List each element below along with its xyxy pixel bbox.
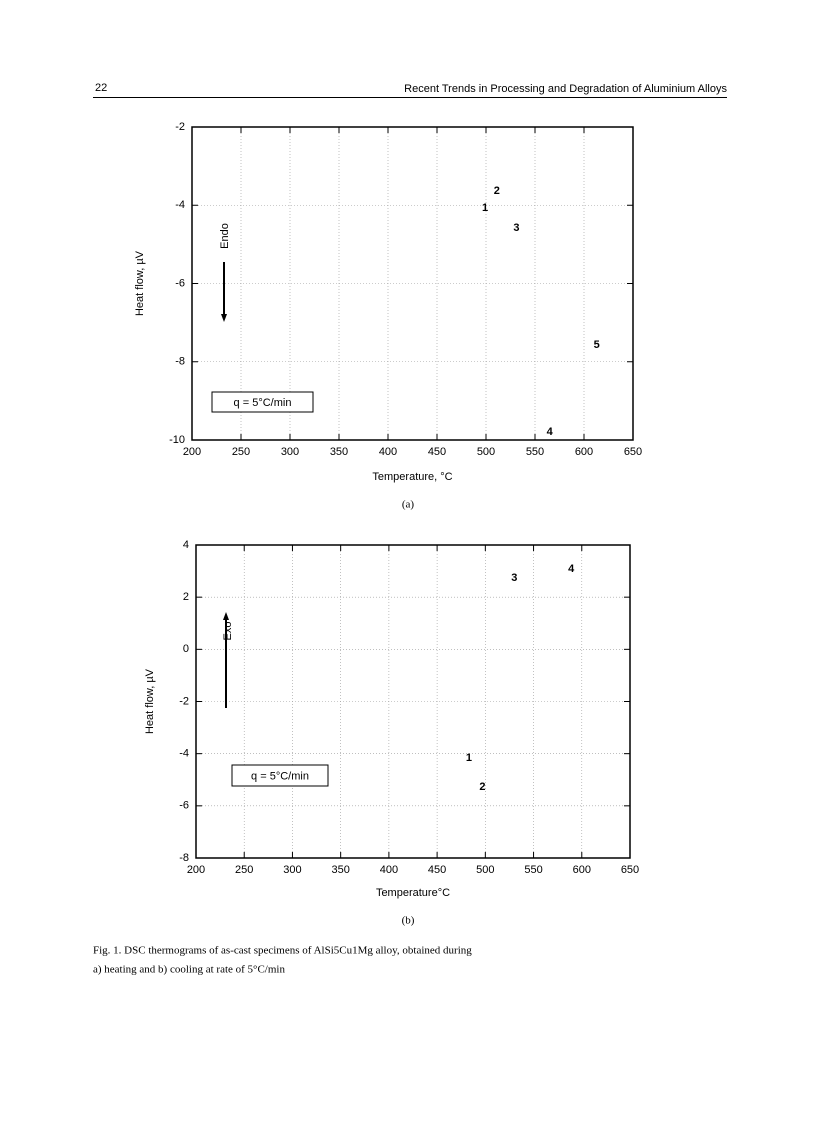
running-title: Recent Trends in Processing and Degradat… xyxy=(404,83,727,95)
note-box xyxy=(211,391,314,413)
peak-label: 2 xyxy=(494,185,500,197)
x-tick-label: 550 xyxy=(524,864,542,876)
note-box xyxy=(231,764,329,787)
x-tick-label: 350 xyxy=(330,446,348,458)
peak-label: 2 xyxy=(479,781,485,793)
y-tick-label: -8 xyxy=(179,852,189,864)
x-tick-label: 300 xyxy=(281,446,299,458)
direction-label: Exo xyxy=(222,622,234,641)
arrow-head xyxy=(223,612,229,620)
x-tick-label: 450 xyxy=(428,864,446,876)
direction-label: Endo xyxy=(219,223,231,249)
x-tick-label: 600 xyxy=(575,446,593,458)
caption-line: a) heating and b) cooling at rate of 5°C… xyxy=(93,964,285,976)
peak-label: 1 xyxy=(482,202,488,214)
note: q = 5°C/min xyxy=(251,770,309,782)
y-tick-label: -4 xyxy=(175,199,185,211)
y-axis-label: Heat flow, µV xyxy=(134,250,146,316)
subfigure-label: (b) xyxy=(402,915,415,927)
x-tick-label: 200 xyxy=(187,864,205,876)
x-tick-label: 550 xyxy=(526,446,544,458)
y-tick-label: -4 xyxy=(179,748,189,760)
x-tick-label: 500 xyxy=(477,446,495,458)
y-axis-label: Heat flow, µV xyxy=(144,668,156,734)
y-tick-label: 2 xyxy=(183,591,189,603)
peak-label: 3 xyxy=(511,572,517,584)
y-tick-label: -10 xyxy=(169,434,185,446)
y-tick-label: -8 xyxy=(175,356,185,368)
x-tick-label: 650 xyxy=(624,446,642,458)
y-tick-label: -6 xyxy=(179,800,189,812)
arrow-head xyxy=(221,314,227,322)
peak-label: 5 xyxy=(594,339,600,351)
subfigure-label: (a) xyxy=(402,499,415,511)
x-tick-label: 650 xyxy=(621,864,639,876)
x-tick-label: 250 xyxy=(232,446,250,458)
x-axis-label: Temperature, °C xyxy=(372,471,452,483)
y-tick-label: 4 xyxy=(183,539,189,551)
note: q = 5°C/min xyxy=(234,397,292,409)
caption-line: Fig. 1. DSC thermograms of as-cast speci… xyxy=(93,945,472,957)
x-tick-label: 500 xyxy=(476,864,494,876)
x-tick-label: 600 xyxy=(573,864,591,876)
x-axis-label: Temperature°C xyxy=(376,887,450,899)
y-tick-label: 0 xyxy=(183,643,189,655)
y-tick-label: -2 xyxy=(175,121,185,133)
peak-label: 4 xyxy=(547,426,554,438)
x-tick-label: 250 xyxy=(235,864,253,876)
y-tick-label: -6 xyxy=(175,277,185,289)
peak-label: 4 xyxy=(568,563,575,575)
x-tick-label: 400 xyxy=(379,446,397,458)
x-tick-label: 400 xyxy=(380,864,398,876)
peak-label: 3 xyxy=(513,222,519,234)
y-tick-label: -2 xyxy=(179,695,189,707)
x-tick-label: 450 xyxy=(428,446,446,458)
page-number: 22 xyxy=(95,82,107,94)
plot-frame xyxy=(195,544,631,859)
x-tick-label: 200 xyxy=(183,446,201,458)
plot-frame xyxy=(191,126,634,441)
peak-label: 1 xyxy=(466,752,472,764)
x-tick-label: 300 xyxy=(283,864,301,876)
x-tick-label: 350 xyxy=(331,864,349,876)
